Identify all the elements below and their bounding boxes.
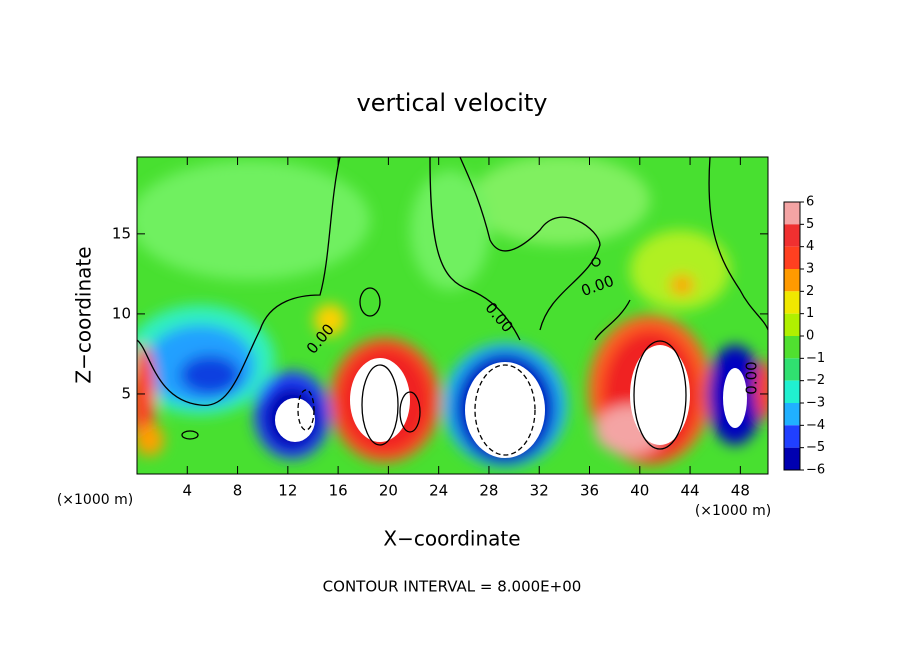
colorbar-label: −3 (806, 396, 825, 411)
colorbar-label: 0 (806, 329, 814, 344)
colorbar-label: −6 (806, 463, 825, 478)
colorbar-segment (784, 403, 800, 426)
y-tick-label: 10 (112, 304, 131, 322)
colorbar-label: −4 (806, 418, 825, 433)
colorbar-label: 2 (806, 284, 814, 299)
x-tick-label: 4 (183, 482, 193, 500)
footer: CONTOUR INTERVAL = 8.000E+00 (323, 578, 582, 596)
x-tick-label: 32 (530, 482, 549, 500)
colorbar-segment (784, 358, 800, 381)
colorbar-label: 4 (806, 239, 814, 254)
x-tick-label: 36 (580, 482, 599, 500)
contour-label: 0.00 (743, 361, 761, 394)
x-tick-label: 40 (630, 482, 649, 500)
x-axis-label: X−coordinate (383, 527, 520, 551)
colorbar-label: −2 (806, 373, 825, 388)
y-axis-label: Z−coordinate (72, 246, 96, 383)
colorbar-segment (784, 269, 800, 292)
colorbar-label: −1 (806, 351, 825, 366)
x-unit-right: (×1000 m) (695, 503, 771, 519)
chart-title: vertical velocity (357, 89, 548, 117)
x-tick-label: 24 (429, 482, 448, 500)
colorbar-label: 3 (806, 262, 814, 277)
x-tick-label: 8 (233, 482, 243, 500)
colorbar-segment (784, 246, 800, 269)
x-tick-label: 28 (479, 482, 498, 500)
field-cores (275, 345, 747, 458)
colorbar-label: 5 (806, 217, 814, 232)
plot-frame (136, 156, 769, 475)
field: 0.00 0.00 0.00 0.00 (137, 157, 768, 474)
colorbar-segment (784, 202, 800, 225)
colorbar-label: 1 (806, 306, 814, 321)
x-tick-label: 44 (681, 482, 700, 500)
colorbar-segment (784, 447, 800, 470)
x-tick-label: 20 (379, 482, 398, 500)
x-tick-label: 12 (278, 482, 297, 500)
y-tick-label: 5 (121, 384, 131, 402)
contour-lines (137, 157, 768, 456)
colorbar-segment (784, 336, 800, 359)
colorbar-segment (784, 291, 800, 314)
x-unit-left: (×1000 m) (57, 492, 133, 508)
x-tick-label: 16 (329, 482, 348, 500)
colorbar-segment (784, 224, 800, 247)
colorbar-label: 6 (806, 195, 814, 210)
colorbar-segment (784, 425, 800, 448)
colorbar-label: −5 (806, 440, 825, 455)
y-tick-label: 15 (112, 224, 131, 242)
colorbar-segment (784, 380, 800, 403)
x-tick-label: 48 (731, 482, 750, 500)
colorbar-segment (784, 313, 800, 336)
